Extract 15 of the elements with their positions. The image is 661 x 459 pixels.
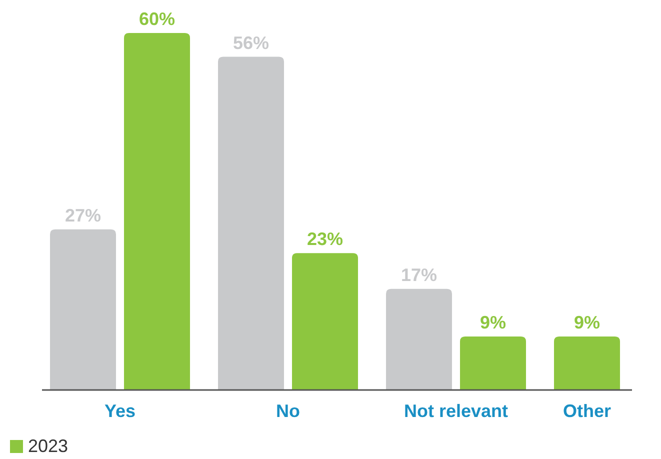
x-tick-label: Yes: [104, 401, 136, 421]
data-label: 60%: [138, 9, 176, 29]
data-label: 23%: [306, 229, 344, 250]
bar: [50, 229, 116, 390]
bar: [386, 288, 452, 390]
x-tick-label: Other: [562, 401, 612, 421]
data-label: 9%: [480, 312, 506, 332]
x-tick-label: Not relevant: [404, 401, 508, 421]
bar: [460, 336, 526, 390]
bar: [124, 33, 190, 390]
bar: [292, 253, 358, 390]
legend-label: 2023: [28, 436, 68, 456]
data-label: 9%: [574, 312, 600, 332]
x-tick-label: No: [276, 401, 300, 421]
bar: [218, 56, 284, 390]
